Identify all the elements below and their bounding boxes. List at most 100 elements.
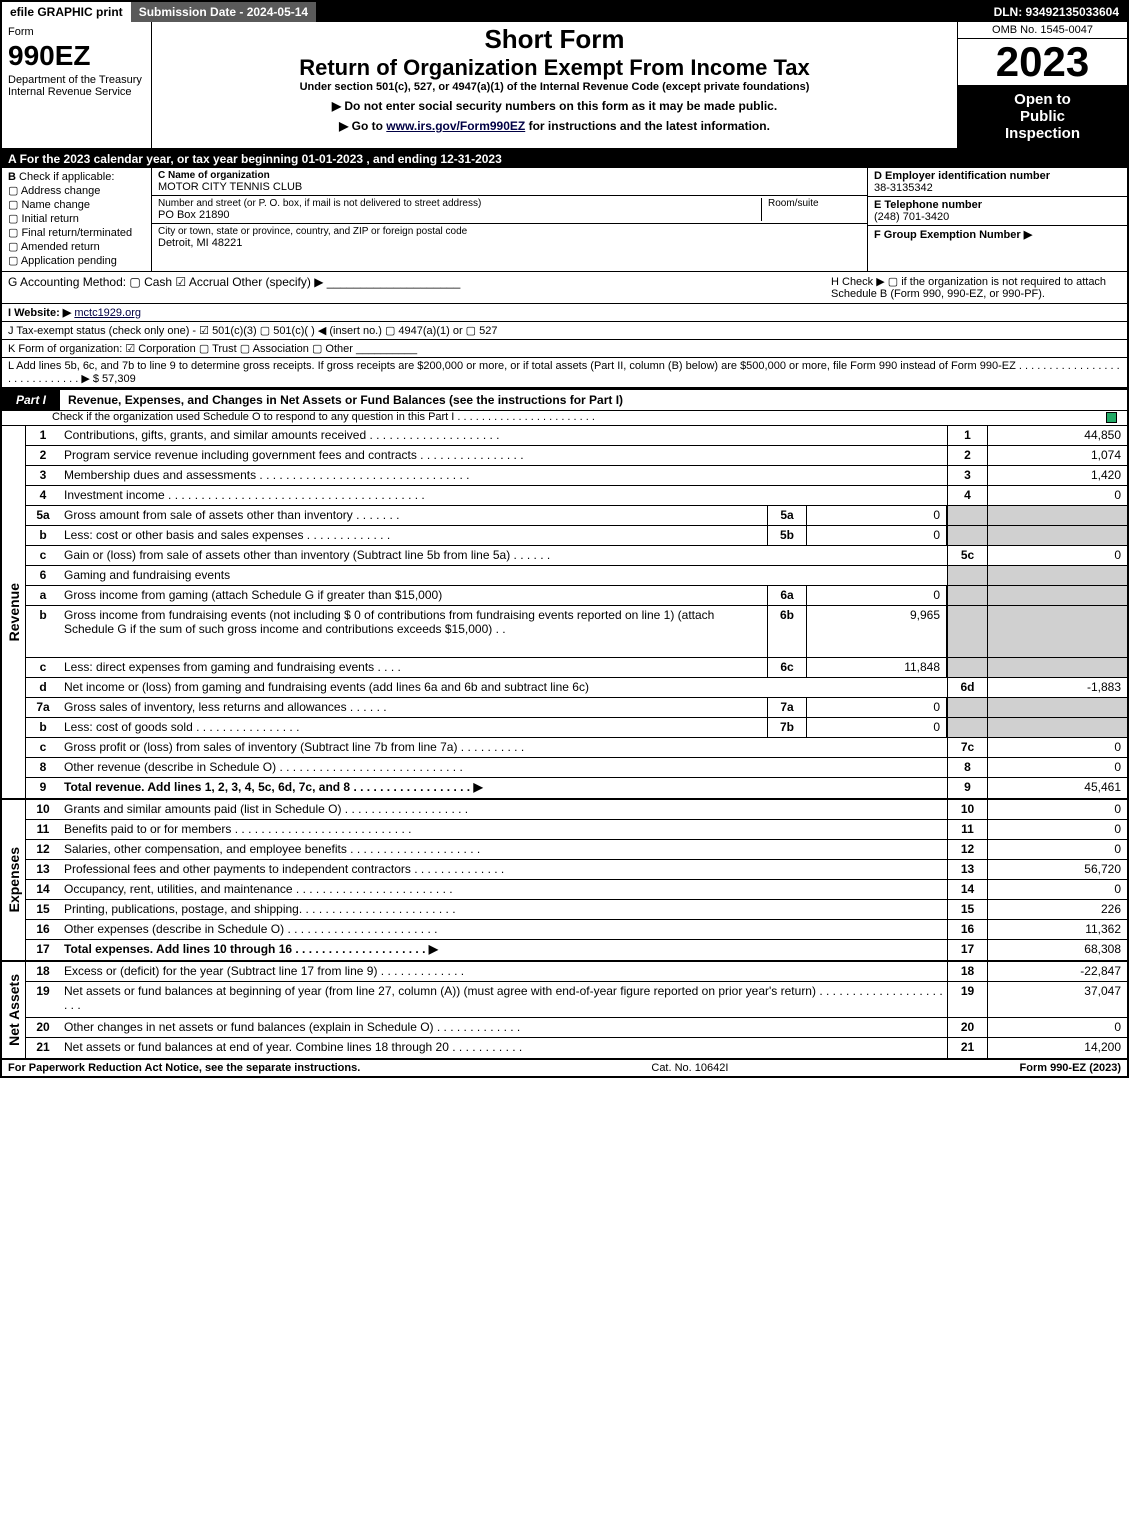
netassets-vlabel: Net Assets xyxy=(6,970,22,1050)
row-6b: bGross income from fundraising events (n… xyxy=(26,606,1127,658)
expenses-vlabel: Expenses xyxy=(6,843,22,916)
i-pre: I Website: ▶ xyxy=(8,307,71,319)
line-a-text: For the 2023 calendar year, or tax year … xyxy=(20,152,502,166)
dln-number: DLN: 93492135033604 xyxy=(986,2,1127,22)
footer-left: For Paperwork Reduction Act Notice, see … xyxy=(8,1062,360,1074)
row-15: 15Printing, publications, postage, and s… xyxy=(26,900,1127,920)
top-bar: efile GRAPHIC print Submission Date - 20… xyxy=(2,2,1127,22)
row-20: 20Other changes in net assets or fund ba… xyxy=(26,1018,1127,1038)
line-i: I Website: ▶ mctc1929.org xyxy=(2,304,1127,322)
org-city: Detroit, MI 48221 xyxy=(158,237,861,249)
footer-catno: Cat. No. 10642I xyxy=(360,1062,1019,1074)
form-word: Form xyxy=(8,26,145,38)
website-link[interactable]: mctc1929.org xyxy=(74,307,141,319)
revenue-section: Revenue 1Contributions, gifts, grants, a… xyxy=(2,426,1127,800)
row-3: 3Membership dues and assessments . . . .… xyxy=(26,466,1127,486)
goto-pre: ▶ Go to xyxy=(339,119,386,133)
row-6c: cLess: direct expenses from gaming and f… xyxy=(26,658,1127,678)
header-right: OMB No. 1545-0047 2023 Open to Public In… xyxy=(957,22,1127,148)
row-6a: aGross income from gaming (attach Schedu… xyxy=(26,586,1127,606)
c-name-cell: C Name of organization MOTOR CITY TENNIS… xyxy=(152,168,867,196)
revenue-rows: 1Contributions, gifts, grants, and simil… xyxy=(26,426,1127,798)
chk-application-pending[interactable]: Application pending xyxy=(8,254,145,267)
c-name-lbl: C Name of organization xyxy=(158,170,270,181)
row-9: 9Total revenue. Add lines 1, 2, 3, 4, 5c… xyxy=(26,778,1127,798)
c-city-cell: City or town, state or province, country… xyxy=(152,224,867,251)
row-6d: dNet income or (loss) from gaming and fu… xyxy=(26,678,1127,698)
line-g: G Accounting Method: ▢ Cash ☑ Accrual Ot… xyxy=(8,275,460,300)
goto-post: for instructions and the latest informat… xyxy=(525,119,770,133)
c-street-lbl: Number and street (or P. O. box, if mail… xyxy=(158,198,761,209)
form-header: Form 990EZ Department of the Treasury In… xyxy=(2,22,1127,150)
part-i-header: Part I Revenue, Expenses, and Changes in… xyxy=(2,388,1127,411)
row-14: 14Occupancy, rent, utilities, and mainte… xyxy=(26,880,1127,900)
header-mid: Short Form Return of Organization Exempt… xyxy=(152,22,957,148)
part-i-sub: Check if the organization used Schedule … xyxy=(2,411,1127,426)
b-label: Check if applicable: xyxy=(19,171,114,183)
chk-final-return[interactable]: Final return/terminated xyxy=(8,226,145,239)
under-section: Under section 501(c), 527, or 4947(a)(1)… xyxy=(158,81,951,93)
row-19: 19Net assets or fund balances at beginni… xyxy=(26,982,1127,1018)
footer-formref: Form 990-EZ (2023) xyxy=(1020,1062,1121,1074)
line-j: J Tax-exempt status (check only one) - ☑… xyxy=(2,322,1127,340)
part-i-title: Revenue, Expenses, and Changes in Net As… xyxy=(60,390,1127,410)
open-line2: Public xyxy=(962,108,1123,125)
part-i-tab: Part I xyxy=(2,390,60,410)
part-i-checkbox[interactable] xyxy=(1106,411,1119,423)
netassets-rows: 18Excess or (deficit) for the year (Subt… xyxy=(26,962,1127,1058)
line-h: H Check ▶ ▢ if the organization is not r… xyxy=(831,275,1121,300)
col-def: D Employer identification number 38-3135… xyxy=(867,168,1127,271)
phone-value: (248) 701-3420 xyxy=(874,211,1121,223)
ein-value: 38-3135342 xyxy=(874,182,1121,194)
row-12: 12Salaries, other compensation, and empl… xyxy=(26,840,1127,860)
row-4: 4Investment income . . . . . . . . . . .… xyxy=(26,486,1127,506)
expenses-rows: 10Grants and similar amounts paid (list … xyxy=(26,800,1127,960)
open-line3: Inspection xyxy=(962,125,1123,142)
row-21: 21Net assets or fund balances at end of … xyxy=(26,1038,1127,1058)
page-footer: For Paperwork Reduction Act Notice, see … xyxy=(2,1060,1127,1076)
dept-treasury: Department of the Treasury xyxy=(8,74,145,86)
line-l: L Add lines 5b, 6c, and 7b to line 9 to … xyxy=(2,358,1127,388)
revenue-vlabel: Revenue xyxy=(6,579,22,645)
line-a: A For the 2023 calendar year, or tax yea… xyxy=(2,150,1127,168)
row-7c: cGross profit or (loss) from sales of in… xyxy=(26,738,1127,758)
e-lbl: E Telephone number xyxy=(874,199,1121,211)
col-c: C Name of organization MOTOR CITY TENNIS… xyxy=(152,168,867,271)
row-10: 10Grants and similar amounts paid (list … xyxy=(26,800,1127,820)
block-bcdef: B Check if applicable: Address change Na… xyxy=(2,168,1127,272)
room-suite-lbl: Room/suite xyxy=(761,198,861,221)
chk-name-change[interactable]: Name change xyxy=(8,198,145,211)
row-8: 8Other revenue (describe in Schedule O) … xyxy=(26,758,1127,778)
form-990ez-page: efile GRAPHIC print Submission Date - 20… xyxy=(0,0,1129,1078)
expenses-section: Expenses 10Grants and similar amounts pa… xyxy=(2,800,1127,962)
tax-year: 2023 xyxy=(958,39,1127,85)
c-city-lbl: City or town, state or province, country… xyxy=(158,226,861,237)
f-lbl: F Group Exemption Number ▶ xyxy=(874,228,1121,241)
netassets-section: Net Assets 18Excess or (deficit) for the… xyxy=(2,962,1127,1060)
open-line1: Open to xyxy=(962,91,1123,108)
row-18: 18Excess or (deficit) for the year (Subt… xyxy=(26,962,1127,982)
org-street: PO Box 21890 xyxy=(158,209,761,221)
open-public-inspection: Open to Public Inspection xyxy=(958,85,1127,148)
row-6: 6Gaming and fundraising events xyxy=(26,566,1127,586)
main-title: Return of Organization Exempt From Incom… xyxy=(158,55,951,81)
ssn-note: ▶ Do not enter social security numbers o… xyxy=(158,99,951,113)
e-phone-cell: E Telephone number (248) 701-3420 xyxy=(868,197,1127,226)
short-form-title: Short Form xyxy=(158,24,951,55)
row-2: 2Program service revenue including gover… xyxy=(26,446,1127,466)
chk-amended-return[interactable]: Amended return xyxy=(8,240,145,253)
expenses-vlabel-col: Expenses xyxy=(2,800,26,960)
chk-initial-return[interactable]: Initial return xyxy=(8,212,145,225)
org-name: MOTOR CITY TENNIS CLUB xyxy=(158,181,861,193)
header-left: Form 990EZ Department of the Treasury In… xyxy=(2,22,152,148)
row-7b: bLess: cost of goods sold . . . . . . . … xyxy=(26,718,1127,738)
chk-address-change[interactable]: Address change xyxy=(8,184,145,197)
efile-print-label[interactable]: efile GRAPHIC print xyxy=(2,2,131,22)
f-group-cell: F Group Exemption Number ▶ xyxy=(868,226,1127,243)
irs-link[interactable]: www.irs.gov/Form990EZ xyxy=(386,119,525,133)
d-lbl: D Employer identification number xyxy=(874,170,1121,182)
d-ein-cell: D Employer identification number 38-3135… xyxy=(868,168,1127,197)
line-g-h: G Accounting Method: ▢ Cash ☑ Accrual Ot… xyxy=(2,272,1127,304)
topbar-spacer xyxy=(316,9,985,15)
irs-label: Internal Revenue Service xyxy=(8,86,145,98)
